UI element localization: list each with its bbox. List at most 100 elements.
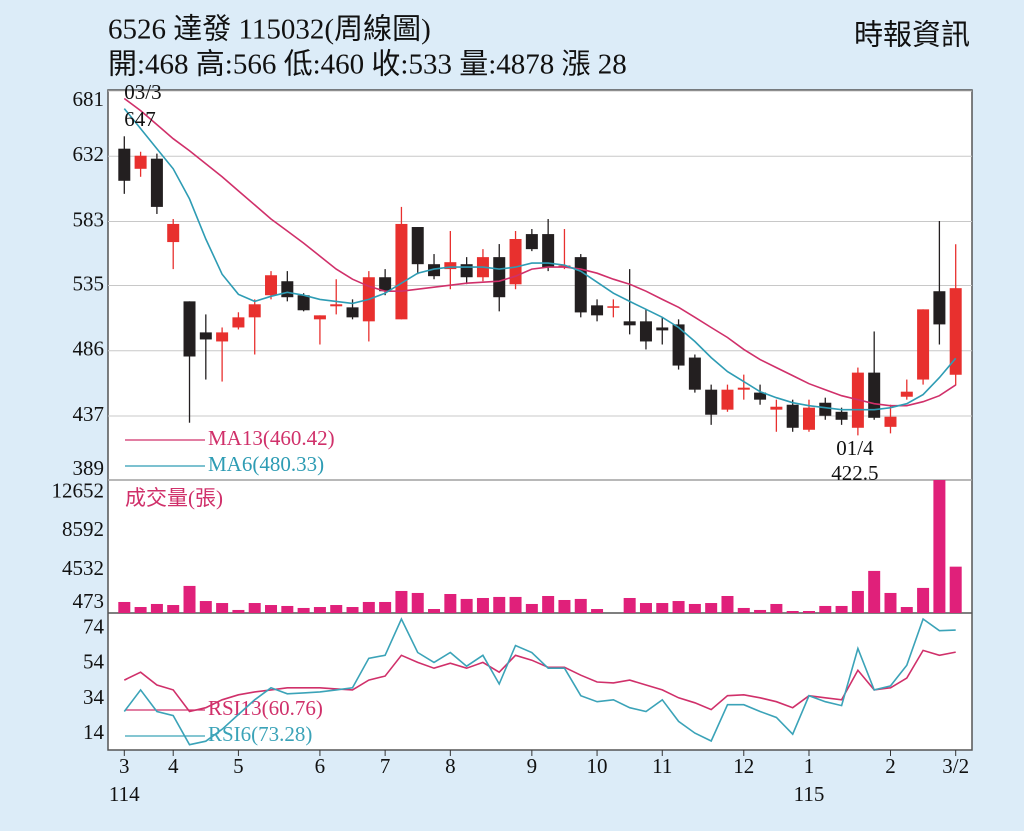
legend-label: RSI13(60.76) xyxy=(208,696,323,720)
volume-bar xyxy=(167,605,180,613)
pane-title: 成交量(張) xyxy=(125,486,223,510)
candle-body xyxy=(835,411,848,420)
candle-body xyxy=(379,277,392,292)
volume-bar xyxy=(868,570,881,613)
volume-bar xyxy=(460,598,473,613)
candle-body xyxy=(134,155,147,169)
volume-bar xyxy=(933,480,946,613)
volume-bar xyxy=(411,592,424,613)
candle-body xyxy=(411,227,424,265)
volume-bar xyxy=(248,603,261,613)
y-tick-label: 681 xyxy=(73,87,105,111)
candle-body xyxy=(737,387,750,390)
y-tick-label: 34 xyxy=(83,685,105,709)
volume-bar xyxy=(770,603,783,613)
volume-bar xyxy=(688,603,701,613)
series-line xyxy=(123,97,957,407)
x-tick-label: 5 xyxy=(233,754,244,778)
y-tick-label: 14 xyxy=(83,720,105,744)
candle-body xyxy=(444,262,457,270)
volume-bar xyxy=(558,599,571,613)
candle-body xyxy=(493,257,506,298)
x-tick-label: 2 xyxy=(885,754,896,778)
volume-bar xyxy=(851,590,864,613)
volume-bar xyxy=(150,603,163,613)
x-tick-label: 11 xyxy=(652,754,672,778)
volume-bar xyxy=(134,607,147,613)
candle-body xyxy=(313,315,326,320)
volume-bar xyxy=(232,609,245,613)
candle-body xyxy=(949,288,962,375)
candle-body xyxy=(868,372,881,418)
volume-bar xyxy=(705,603,718,613)
legend-label: RSI6(73.28) xyxy=(208,722,312,746)
volume-bar xyxy=(509,596,522,613)
volume-bar xyxy=(672,601,685,613)
series-line xyxy=(123,108,957,411)
x-tick-label: 6 xyxy=(315,754,326,778)
candle-body xyxy=(672,324,685,366)
volume-bar xyxy=(737,607,750,613)
candle-body xyxy=(281,281,294,298)
y-tick-label: 389 xyxy=(73,456,105,480)
candle-body xyxy=(819,402,832,416)
candle-body xyxy=(591,305,604,316)
year-label: 115 xyxy=(794,782,825,806)
volume-bar xyxy=(754,609,767,613)
candle-body xyxy=(199,332,212,340)
candle-body xyxy=(607,306,620,308)
annotation-date: 03/3 xyxy=(124,80,161,104)
y-tick-label: 535 xyxy=(73,271,105,295)
candle-body xyxy=(884,416,897,427)
candle-body xyxy=(721,389,734,410)
volume-bar xyxy=(118,601,131,613)
volume-bar xyxy=(362,601,375,613)
candle-body xyxy=(525,234,538,250)
volume-bar xyxy=(297,607,310,613)
annotation-price: 422.5 xyxy=(831,461,878,485)
candle-body xyxy=(786,404,799,428)
volume-bar xyxy=(949,566,962,613)
volume-bar xyxy=(265,605,278,613)
volume-bar xyxy=(802,611,815,613)
volume-bar xyxy=(786,611,799,613)
volume-bar xyxy=(379,601,392,613)
quote: 開:468 高:566 低:460 收:533 量:4878 漲 28 xyxy=(108,48,627,81)
candle-body xyxy=(428,264,441,277)
x-tick-label: 12 xyxy=(733,754,754,778)
x-tick-label: 3/2 xyxy=(942,754,969,778)
candle-body xyxy=(558,265,571,268)
chart-title: 6526 達發 115032(周線圖) xyxy=(108,13,431,46)
candle-body xyxy=(150,158,163,207)
volume-bar xyxy=(835,605,848,613)
x-tick-label: 8 xyxy=(445,754,456,778)
y-tick-label: 74 xyxy=(83,615,105,639)
candle-body xyxy=(639,321,652,342)
x-tick-label: 3 xyxy=(119,754,130,778)
candle-body xyxy=(754,392,767,400)
volume-bar xyxy=(330,605,343,613)
y-tick-label: 473 xyxy=(73,589,105,613)
volume-bar xyxy=(917,587,930,613)
candle-body xyxy=(460,264,473,278)
series-line xyxy=(123,617,956,746)
candle-body xyxy=(183,301,196,357)
volume-bar xyxy=(591,609,604,613)
candle-body xyxy=(770,406,783,410)
volume-bar xyxy=(395,590,408,613)
series-line xyxy=(123,649,956,713)
legend-label: MA13(460.42) xyxy=(208,426,335,450)
annotation-price: 647 xyxy=(124,107,155,131)
volume-bar xyxy=(574,598,587,613)
candle-body xyxy=(297,295,310,311)
candle-body xyxy=(248,304,261,318)
source: 時報資訊 xyxy=(854,19,970,52)
plot-frame xyxy=(107,89,973,751)
candle-body xyxy=(167,223,180,243)
candle-body xyxy=(509,239,522,285)
candle-body xyxy=(623,321,636,326)
y-tick-label: 437 xyxy=(73,402,105,426)
y-tick-label: 632 xyxy=(73,142,105,166)
candle-body xyxy=(656,327,669,331)
